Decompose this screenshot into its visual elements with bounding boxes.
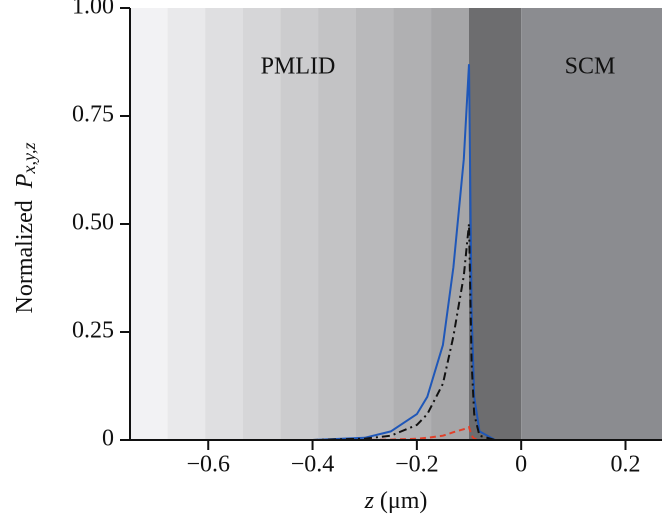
layer-stripe xyxy=(243,8,282,440)
y-label-symbol: P xyxy=(12,173,38,189)
layer-stripe xyxy=(318,8,357,440)
scm-region xyxy=(521,8,662,440)
y-label-text: Normalized Px,y,z xyxy=(12,143,40,314)
x-tick-label: −0.2 xyxy=(395,452,439,478)
y-tick-label: 0.75 xyxy=(72,102,114,128)
y-tick-label: 1.00 xyxy=(72,0,114,20)
interface-region xyxy=(469,8,522,440)
y-tick-label: 0.25 xyxy=(72,318,114,344)
y-label-subscript: x,y,z xyxy=(19,143,39,175)
x-tick-label: −0.4 xyxy=(291,452,335,478)
y-tick-label: 0.50 xyxy=(72,210,114,236)
series-line xyxy=(130,64,662,441)
x-tick-label: 0 xyxy=(515,452,527,478)
y-tick-label: 0 xyxy=(102,426,114,452)
annotation: PMLID xyxy=(261,54,336,80)
layer-stripe xyxy=(431,8,470,440)
x-label-unit: (μm) xyxy=(380,488,428,514)
y-axis-label: Normalized Px,y,z xyxy=(12,143,40,314)
x-label-symbol: z xyxy=(364,488,375,514)
annotation: SCM xyxy=(565,54,616,80)
x-tick-label: 0.2 xyxy=(610,452,640,478)
y-label-word: Normalized xyxy=(12,200,38,313)
layer-stripe xyxy=(356,8,395,440)
layer-stripe xyxy=(205,8,244,440)
x-tick-label: −0.6 xyxy=(186,452,230,478)
x-axis-label: z (μm) xyxy=(364,488,428,514)
plot: 0 0.25 0.50 0.75 1.00 −0.6 −0.4 −0.2 0 0.2 xyxy=(72,0,662,478)
series-line xyxy=(130,223,662,441)
layer-stripe xyxy=(393,8,432,440)
layer-stripe xyxy=(167,8,206,440)
layer-stripe xyxy=(130,8,169,440)
layer-stripe xyxy=(280,8,319,440)
background xyxy=(130,8,662,440)
